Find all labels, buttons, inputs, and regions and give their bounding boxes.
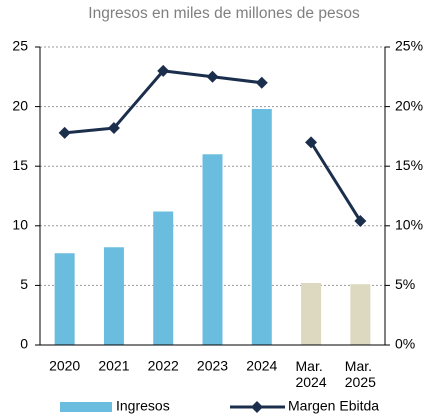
- x-tick-label: Mar. 2025: [345, 358, 376, 390]
- legend-swatch: [60, 402, 112, 412]
- y-tick-label: 15: [12, 157, 28, 173]
- bar: [103, 247, 124, 345]
- marker: [354, 215, 367, 228]
- x-tick-label: 2024: [246, 358, 277, 374]
- y-tick-label: 0: [20, 336, 28, 352]
- y2-tick-label: 5%: [395, 276, 415, 292]
- y2-tick-label: 25%: [395, 38, 423, 54]
- y-tick-label: 25: [12, 38, 28, 54]
- bar: [54, 253, 75, 345]
- chart-title: Ingresos en miles de millones de pesos: [88, 5, 360, 22]
- y-tick-label: 20: [12, 97, 28, 113]
- y2-tick-label: 10%: [395, 217, 423, 233]
- x-tick-label: Mar. 2024: [295, 358, 326, 390]
- y2-tick-label: 0%: [395, 336, 415, 352]
- y-tick-label: 10: [12, 217, 28, 233]
- marker: [206, 70, 219, 83]
- marker: [255, 76, 268, 89]
- marker: [107, 122, 120, 135]
- y2-tick-label: 20%: [395, 97, 423, 113]
- legend-marker: [251, 401, 263, 413]
- legend-label: Ingresos: [116, 398, 170, 414]
- y-tick-label: 5: [20, 276, 28, 292]
- x-tick-label: 2022: [148, 358, 179, 374]
- marker: [157, 64, 170, 77]
- bar: [202, 154, 223, 345]
- marker: [305, 136, 318, 149]
- legend-label: Margen Ebitda: [288, 398, 379, 414]
- marker: [58, 126, 71, 139]
- bar: [251, 108, 272, 345]
- x-tick-label: 2020: [49, 358, 80, 374]
- x-tick-label: 2021: [98, 358, 129, 374]
- y2-tick-label: 15%: [395, 157, 423, 173]
- x-tick-label: 2023: [197, 358, 228, 374]
- bar: [301, 283, 322, 345]
- bar: [350, 284, 371, 345]
- bar: [153, 211, 174, 345]
